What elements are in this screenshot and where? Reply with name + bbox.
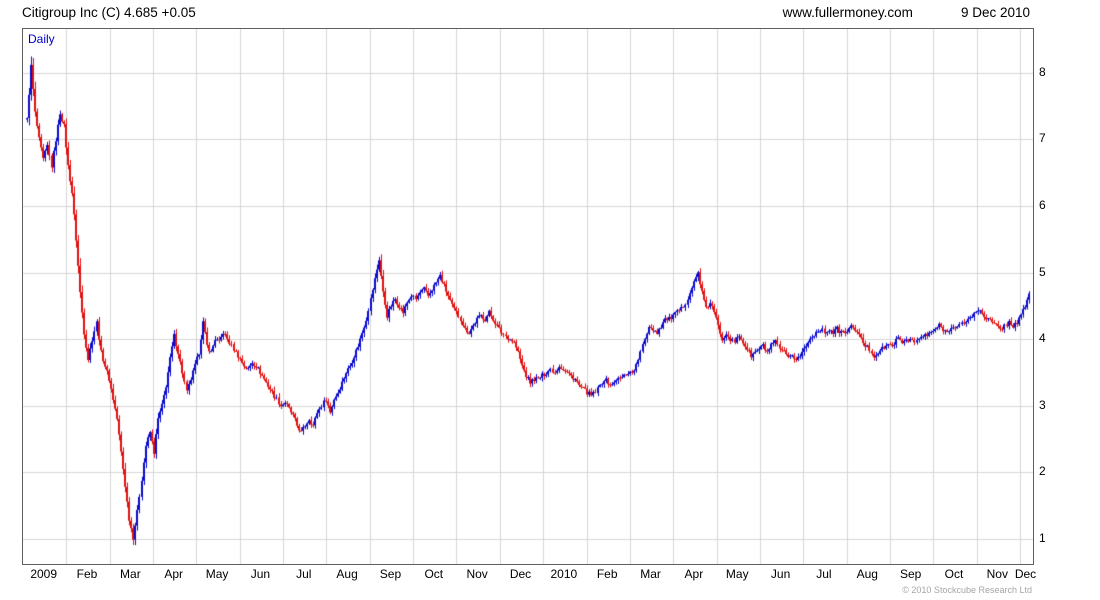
x-axis-label: Nov bbox=[466, 567, 488, 581]
y-axis-label: 7 bbox=[1039, 131, 1046, 146]
x-axis-label: 2009 bbox=[30, 567, 58, 581]
x-axis-label: May bbox=[725, 567, 749, 581]
x-axis-label: Mar bbox=[640, 567, 661, 581]
candlestick-chart-canvas[interactable] bbox=[23, 29, 1033, 564]
x-axis-label: Dec bbox=[1014, 567, 1037, 581]
site-link[interactable]: www.fullermoney.com bbox=[782, 5, 913, 20]
x-axis-label: Sep bbox=[379, 567, 402, 581]
y-axis-label: 6 bbox=[1039, 198, 1046, 212]
y-axis-label: 1 bbox=[1039, 530, 1046, 545]
x-axis-label: Aug bbox=[856, 567, 878, 581]
x-axis-label: Oct bbox=[424, 567, 444, 581]
x-axis-label: Sep bbox=[899, 567, 922, 581]
x-axis-label: May bbox=[205, 567, 229, 581]
x-axis-label: Feb bbox=[76, 567, 98, 581]
date-label: 9 Dec 2010 bbox=[960, 5, 1030, 20]
y-axis-label: 8 bbox=[1039, 64, 1046, 79]
x-axis-label: Jun bbox=[250, 567, 271, 581]
x-axis-label: Jul bbox=[816, 567, 832, 581]
y-axis-label: 4 bbox=[1039, 331, 1046, 346]
x-axis-label: Apr bbox=[684, 567, 704, 581]
x-axis-label: Aug bbox=[336, 567, 358, 581]
instrument-title: Citigroup Inc (C) 4.685 +0.05 bbox=[22, 5, 196, 20]
y-axis-label: 5 bbox=[1039, 264, 1046, 279]
x-axis-label: Feb bbox=[596, 567, 618, 581]
y-axis-label: 2 bbox=[1039, 464, 1046, 479]
x-axis-label: Jun bbox=[770, 567, 791, 581]
x-axis-label: Mar bbox=[120, 567, 141, 581]
x-axis-label: Nov bbox=[986, 567, 1008, 581]
y-axis-label: 3 bbox=[1039, 397, 1046, 412]
x-axis-label: Jul bbox=[296, 567, 312, 581]
x-axis-label: Dec bbox=[509, 567, 532, 581]
header-right: www.fullermoney.com 9 Dec 2010 bbox=[783, 5, 1030, 20]
x-axis-label: 2010 bbox=[550, 567, 578, 581]
x-axis-label: Apr bbox=[164, 567, 184, 581]
copyright-label: © 2010 Stockcube Research Ltd bbox=[902, 585, 1032, 595]
x-axis-label: Oct bbox=[944, 567, 964, 581]
timeframe-label: Daily bbox=[28, 32, 55, 46]
chart-plot-area: Daily bbox=[22, 28, 1034, 565]
